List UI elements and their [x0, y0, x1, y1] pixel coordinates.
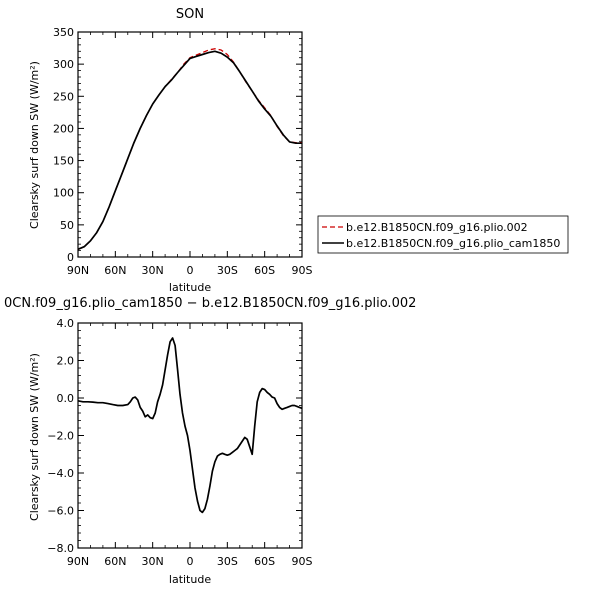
y-tick-label: 0 [67, 251, 74, 264]
y-tick-label: 300 [53, 58, 74, 71]
y-tick-label: 4.0 [57, 317, 75, 330]
y-tick-label: 100 [53, 187, 74, 200]
x-tick-label: 60S [254, 555, 275, 568]
x-tick-label: 90S [292, 555, 313, 568]
top-panel: SON 0 50 100 150 200 250 300 350 90N 60N 30N 0 30S 6… [28, 7, 313, 294]
x-tick-label: 30N [142, 264, 164, 277]
bottom-panel-title: 0CN.f09_g16.plio_cam1850 − b.e12.B1850CN… [4, 296, 416, 311]
x-tick-label: 90N [67, 264, 89, 277]
bottom-xaxis-label: latitude [169, 573, 211, 586]
x-tick-label: 30N [142, 555, 164, 568]
x-tick-label: 30S [217, 264, 238, 277]
top-panel-title: SON [176, 7, 204, 22]
series-line-cam1850 [77, 50, 302, 251]
x-tick-label: 0 [187, 555, 194, 568]
y-tick-label: 150 [53, 155, 74, 168]
legend-label-plio002: b.e12.B1850CN.f09_g16.plio.002 [346, 221, 528, 234]
y-tick-label: −6.0 [47, 505, 74, 518]
y-tick-label: 2.0 [57, 355, 75, 368]
bottom-panel: 0CN.f09_g16.plio_cam1850 − b.e12.B1850CN… [4, 296, 416, 586]
bottom-plot-frame [77, 322, 303, 549]
x-tick-label: 90S [292, 264, 313, 277]
series-line-difference [77, 337, 303, 514]
y-tick-label: 250 [53, 90, 74, 103]
legend-label-cam1850: b.e12.B1850CN.f09_g16.plio_cam1850 [346, 237, 560, 250]
x-tick-label: 90N [67, 555, 89, 568]
y-tick-label: 200 [53, 122, 74, 135]
y-tick-label: 350 [53, 26, 74, 39]
y-tick-label: 0.0 [57, 392, 75, 405]
x-tick-label: 60N [104, 264, 126, 277]
x-tick-label: 0 [187, 264, 194, 277]
y-tick-label: 50 [60, 219, 74, 232]
y-tick-label: −8.0 [47, 542, 74, 555]
legend-box [317, 215, 569, 254]
top-yaxis-label: Clearsky surf down SW (W/m²) [28, 61, 41, 229]
x-tick-label: 30S [217, 555, 238, 568]
series-line-plio002 [77, 48, 302, 250]
bottom-yaxis-label: Clearsky surf down SW (W/m²) [28, 353, 41, 521]
top-plot-frame [77, 31, 303, 258]
legend: b.e12.B1850CN.f09_g16.plio.002 b.e12.B18… [317, 215, 569, 254]
top-xaxis-label: latitude [169, 281, 211, 294]
y-tick-label: −4.0 [47, 467, 74, 480]
y-tick-label: −2.0 [47, 430, 74, 443]
x-tick-label: 60N [104, 555, 126, 568]
x-tick-label: 60S [254, 264, 275, 277]
